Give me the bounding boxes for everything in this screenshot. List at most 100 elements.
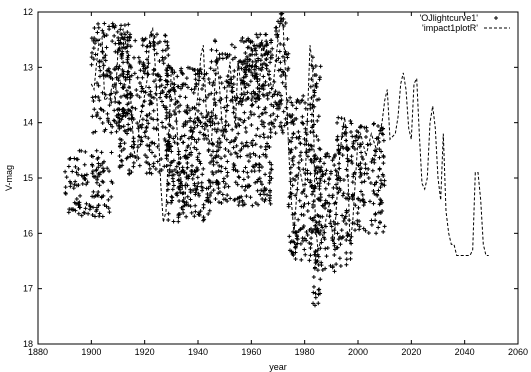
data-point xyxy=(136,126,141,131)
data-point xyxy=(262,192,267,197)
data-point xyxy=(305,177,310,182)
data-point xyxy=(254,96,258,101)
data-point xyxy=(231,82,236,87)
data-point xyxy=(219,128,224,133)
data-point xyxy=(230,127,235,132)
x-tick-label: 2040 xyxy=(455,347,475,357)
data-point xyxy=(313,291,318,296)
data-point xyxy=(223,181,228,186)
data-point xyxy=(150,150,155,155)
data-point xyxy=(361,226,366,231)
data-point xyxy=(371,201,376,206)
data-point xyxy=(310,183,315,188)
data-point xyxy=(91,169,96,174)
data-point xyxy=(195,155,200,160)
data-point xyxy=(217,136,222,141)
data-point xyxy=(143,153,148,158)
data-point xyxy=(128,44,133,49)
data-point xyxy=(322,230,327,235)
data-point xyxy=(243,125,248,130)
data-point xyxy=(198,161,203,166)
data-point xyxy=(381,229,386,234)
y-tick-label: 12 xyxy=(23,7,33,17)
x-tick-label: 1960 xyxy=(241,347,261,357)
data-point xyxy=(265,141,270,146)
data-point xyxy=(257,168,262,173)
data-point xyxy=(331,219,336,224)
data-point xyxy=(358,198,363,203)
data-point xyxy=(187,108,192,113)
data-point xyxy=(221,179,226,184)
data-point xyxy=(317,159,322,164)
data-point xyxy=(298,141,303,146)
data-point xyxy=(104,45,109,50)
data-point xyxy=(235,182,240,187)
data-point xyxy=(160,124,165,129)
data-point xyxy=(309,241,314,246)
data-point xyxy=(320,203,325,208)
data-point xyxy=(228,77,233,82)
data-point xyxy=(318,246,323,251)
data-point xyxy=(293,250,298,255)
data-point xyxy=(217,141,222,146)
data-point xyxy=(253,162,258,167)
data-point xyxy=(196,118,201,123)
data-point xyxy=(241,59,246,64)
data-point xyxy=(166,211,171,216)
data-point xyxy=(146,136,151,141)
data-point xyxy=(151,117,156,122)
data-point xyxy=(353,203,358,208)
data-point xyxy=(260,196,265,201)
data-point xyxy=(233,168,238,173)
data-point xyxy=(351,144,356,149)
data-point xyxy=(231,74,236,79)
data-point xyxy=(144,44,149,49)
data-point xyxy=(117,107,122,112)
data-point xyxy=(233,55,238,60)
data-point xyxy=(191,188,196,193)
data-point xyxy=(140,75,145,80)
data-point xyxy=(121,71,126,76)
data-point xyxy=(380,132,385,137)
data-point xyxy=(97,74,102,79)
data-point xyxy=(348,118,353,123)
data-point xyxy=(300,114,305,119)
data-point xyxy=(209,159,214,164)
data-point xyxy=(109,150,114,155)
data-point xyxy=(257,162,262,167)
data-point xyxy=(97,214,102,219)
data-point xyxy=(242,65,247,70)
data-point xyxy=(377,139,382,144)
data-point xyxy=(224,119,229,124)
data-point xyxy=(268,170,273,175)
data-point xyxy=(217,163,222,168)
data-point xyxy=(110,76,115,81)
data-point xyxy=(161,61,166,66)
data-point xyxy=(164,92,169,97)
data-point xyxy=(100,120,105,125)
data-point xyxy=(126,53,131,58)
data-point xyxy=(246,183,251,188)
data-point xyxy=(182,133,187,138)
data-point xyxy=(89,62,94,67)
data-point xyxy=(162,137,167,142)
data-point xyxy=(101,169,106,174)
data-point xyxy=(160,120,165,125)
data-point xyxy=(170,169,175,174)
data-point xyxy=(362,200,367,205)
data-point xyxy=(244,39,249,44)
data-point xyxy=(158,77,163,82)
data-point xyxy=(114,90,119,95)
data-point xyxy=(74,196,79,201)
data-point xyxy=(172,167,177,172)
data-point xyxy=(237,175,242,180)
data-point xyxy=(279,98,284,103)
data-point xyxy=(147,170,152,175)
data-point xyxy=(277,90,282,95)
data-point xyxy=(186,136,191,141)
data-point xyxy=(253,153,258,158)
data-point xyxy=(239,66,244,71)
data-point xyxy=(281,24,286,29)
data-point xyxy=(78,193,83,198)
